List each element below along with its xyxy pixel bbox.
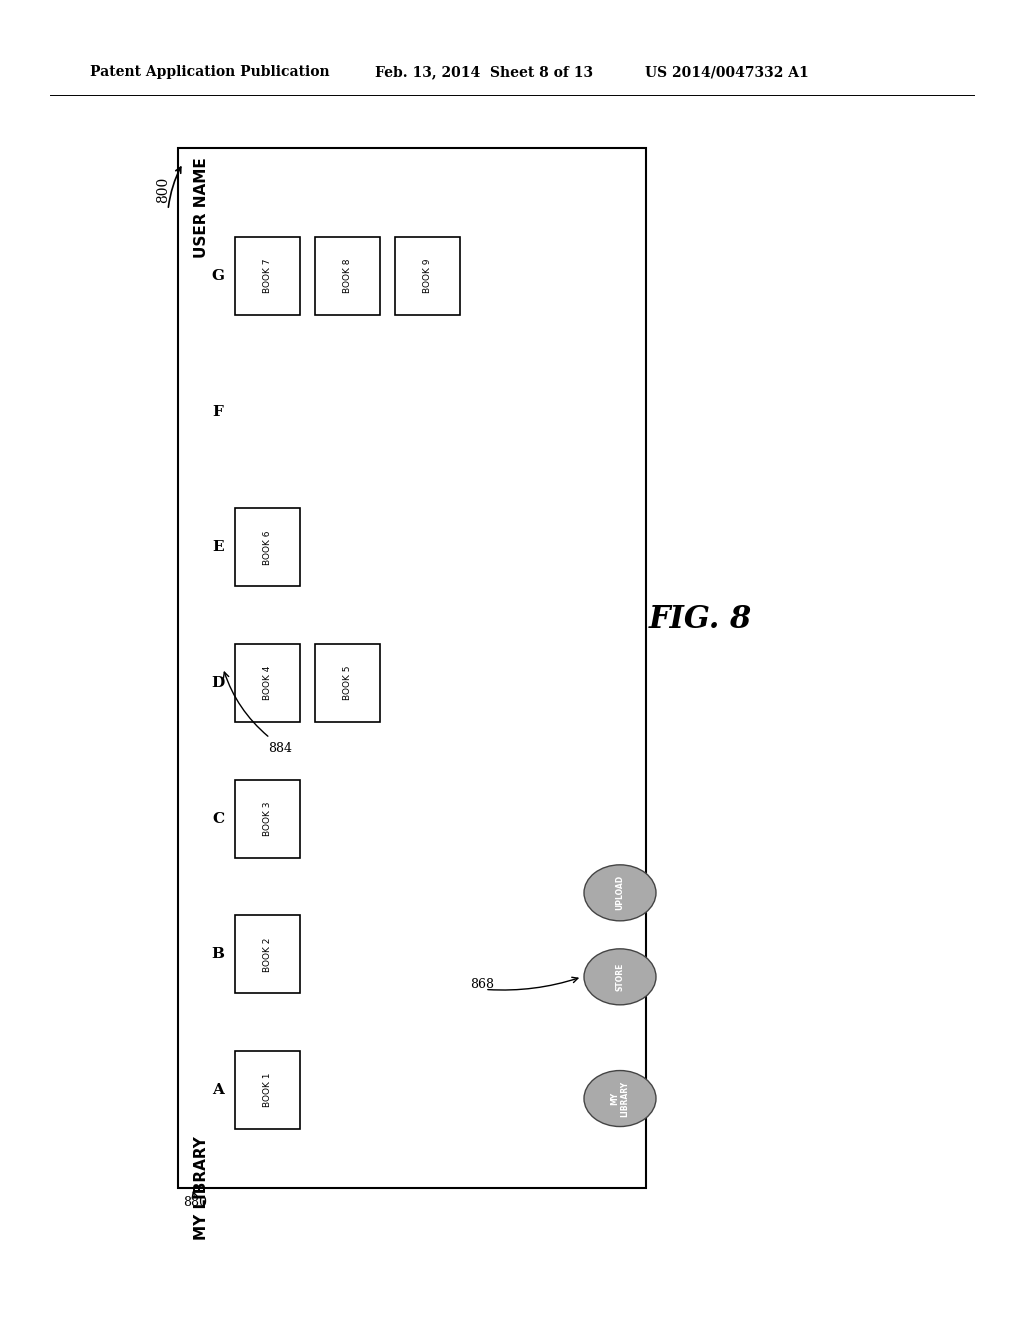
Text: D: D bbox=[211, 676, 224, 690]
Text: UPLOAD: UPLOAD bbox=[615, 875, 625, 911]
Text: FIG. 8: FIG. 8 bbox=[648, 605, 752, 635]
Bar bbox=[315, 644, 380, 722]
Text: E: E bbox=[212, 540, 224, 554]
Text: BOOK 5: BOOK 5 bbox=[343, 665, 352, 700]
Text: 868: 868 bbox=[470, 978, 494, 991]
Text: BOOK 8: BOOK 8 bbox=[343, 259, 352, 293]
Text: BOOK 2: BOOK 2 bbox=[263, 937, 272, 972]
Text: USER NAME: USER NAME bbox=[195, 157, 210, 259]
Text: B: B bbox=[212, 948, 224, 961]
Bar bbox=[178, 148, 646, 1188]
Bar bbox=[234, 508, 300, 586]
Ellipse shape bbox=[584, 949, 656, 1005]
Text: BOOK 3: BOOK 3 bbox=[263, 801, 272, 836]
Text: US 2014/0047332 A1: US 2014/0047332 A1 bbox=[645, 65, 809, 79]
Bar bbox=[234, 236, 300, 315]
Text: Feb. 13, 2014  Sheet 8 of 13: Feb. 13, 2014 Sheet 8 of 13 bbox=[375, 65, 593, 79]
Text: 880: 880 bbox=[183, 1196, 207, 1209]
Bar bbox=[395, 236, 460, 315]
Text: G: G bbox=[212, 269, 224, 282]
Text: F: F bbox=[213, 404, 223, 418]
Text: BOOK 7: BOOK 7 bbox=[263, 259, 272, 293]
Bar bbox=[234, 644, 300, 722]
Text: STORE: STORE bbox=[615, 962, 625, 991]
Bar bbox=[234, 1051, 300, 1129]
Bar bbox=[315, 236, 380, 315]
Text: A: A bbox=[212, 1084, 224, 1097]
Text: BOOK 9: BOOK 9 bbox=[423, 259, 432, 293]
Text: 800: 800 bbox=[156, 177, 170, 203]
Ellipse shape bbox=[584, 1071, 656, 1126]
Text: MY
LIBRARY: MY LIBRARY bbox=[610, 1081, 630, 1117]
Text: BOOK 4: BOOK 4 bbox=[263, 665, 272, 700]
Text: Patent Application Publication: Patent Application Publication bbox=[90, 65, 330, 79]
Text: 884: 884 bbox=[268, 742, 292, 755]
Text: C: C bbox=[212, 812, 224, 826]
Text: BOOK 6: BOOK 6 bbox=[263, 531, 272, 565]
Bar bbox=[234, 916, 300, 994]
Ellipse shape bbox=[584, 865, 656, 921]
Bar bbox=[234, 780, 300, 858]
Text: MY LIBRARY: MY LIBRARY bbox=[195, 1137, 210, 1239]
Text: BOOK 1: BOOK 1 bbox=[263, 1073, 272, 1107]
